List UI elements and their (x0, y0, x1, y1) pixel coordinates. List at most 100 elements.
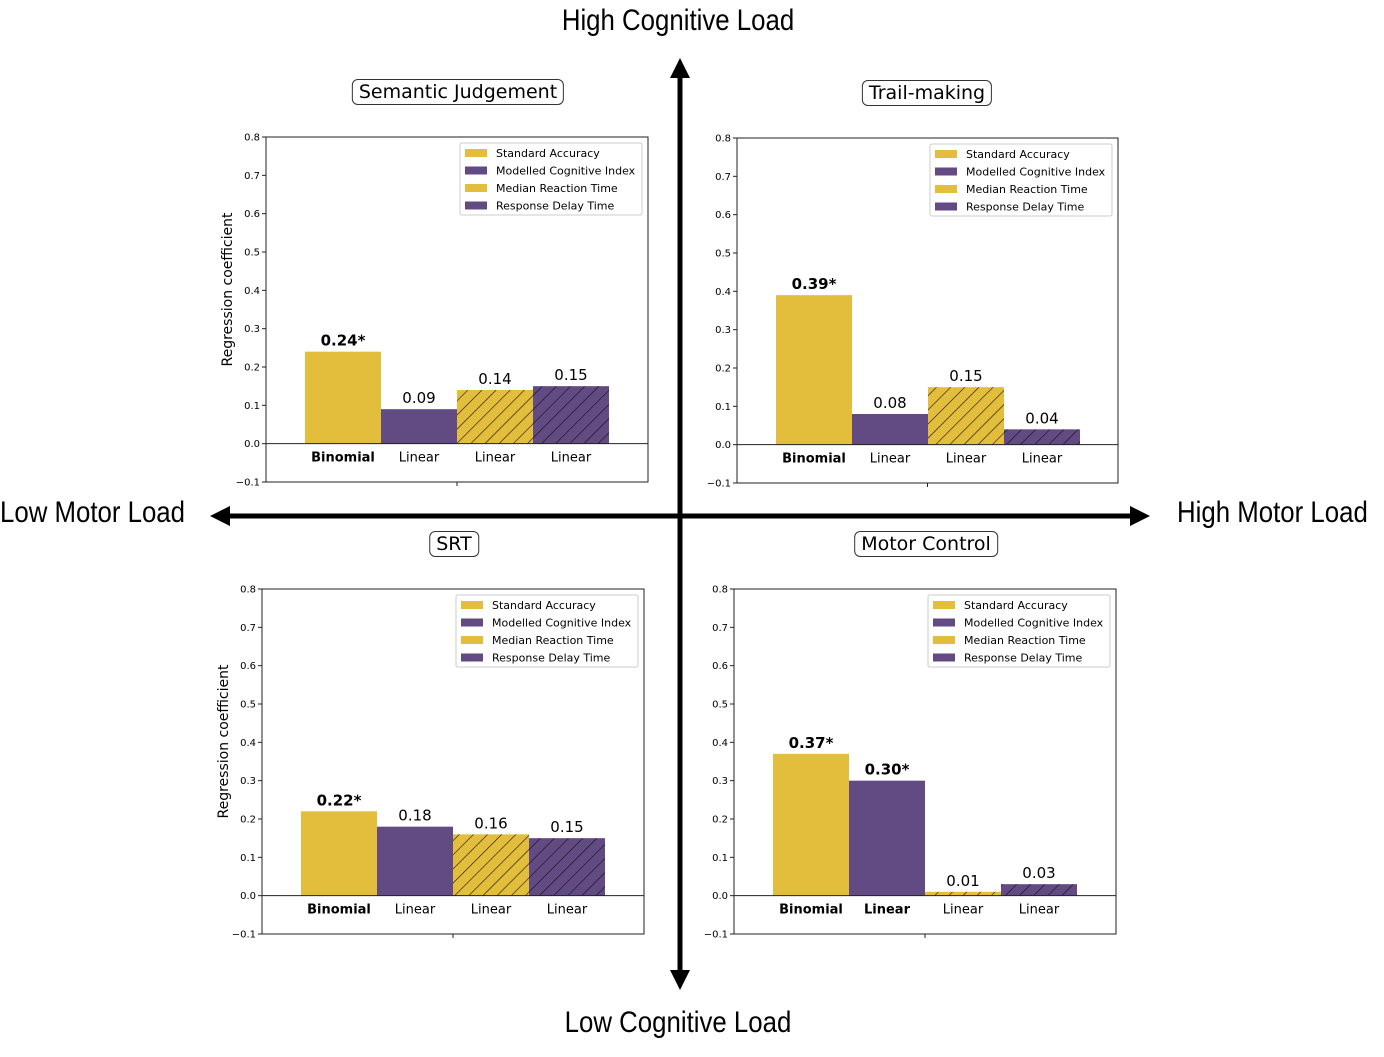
legend-item: Standard Accuracy (966, 148, 1070, 161)
legend: Standard Accuracy Modelled Cognitive Inde… (927, 594, 1111, 668)
legend-swatch (465, 184, 487, 192)
bar-standard-accuracy (773, 753, 849, 896)
bar-value-label: 0.09 (402, 389, 435, 407)
y-tick-label: 0.3 (244, 324, 260, 335)
legend-item: Response Delay Time (496, 200, 615, 213)
bar-median-reaction-time (457, 390, 533, 444)
category-label: Linear (399, 451, 440, 466)
legend-item: Response Delay Time (964, 652, 1083, 665)
bar-value-label: 0.24* (321, 332, 366, 350)
bar-modelled-cognitive-index (852, 414, 928, 445)
category-label: Linear (870, 452, 911, 467)
y-tick-label: 0.6 (244, 209, 260, 220)
bar-value-label: 0.18 (398, 807, 431, 825)
category-label: Linear (864, 903, 911, 918)
y-tick-label: 0.8 (715, 134, 731, 145)
bar-value-label: 0.30* (865, 761, 910, 779)
chart-motor-control: 0.8 0.7 0.6 0.5 0.4 0.3 0.2 0.1 0.0 −0.1 0.37* Bino… (704, 585, 1117, 941)
legend-swatch (461, 618, 483, 627)
bar-value-label: 0.15 (550, 818, 583, 836)
y-tick-label: 0.7 (244, 171, 260, 182)
category-label: Linear (471, 903, 512, 918)
y-tick-label: 0.1 (715, 402, 731, 413)
bar-median-reaction-time (928, 387, 1004, 445)
bar-modelled-cognitive-index (849, 780, 925, 896)
legend-box (927, 594, 1111, 668)
y-tick-label: 0.0 (712, 891, 728, 902)
y-axis-label: Regression coefficient (220, 212, 236, 367)
y-tick-label: 0.3 (240, 776, 256, 787)
legend-swatch (933, 636, 955, 644)
bar-value-label: 0.04 (1025, 409, 1058, 427)
low-cognitive-load-label: Low Cognitive Load (564, 1006, 792, 1039)
legend-item: Standard Accuracy (964, 599, 1068, 612)
legend-item: Modelled Cognitive Index (964, 617, 1104, 630)
legend-swatch (465, 201, 487, 210)
y-axis-label: Regression coefficient (216, 664, 232, 819)
legend-item: Median Reaction Time (492, 634, 614, 647)
y-tick-label: 0.8 (240, 585, 256, 596)
legend-swatch (935, 185, 957, 193)
bar-response-delay-time (529, 838, 605, 896)
legend-item: Median Reaction Time (496, 182, 618, 195)
bar-standard-accuracy (301, 811, 377, 896)
y-tick-label: 0.4 (240, 738, 256, 749)
y-tick-label: 0.6 (715, 210, 731, 221)
legend-item: Modelled Cognitive Index (492, 617, 632, 630)
chart-trail-making: 0.8 0.7 0.6 0.5 0.4 0.3 0.2 0.1 0.0 −0.1 0.39* Bino… (707, 134, 1119, 490)
bar-value-label: 0.15 (949, 367, 982, 385)
category-label: Linear (946, 452, 987, 467)
legend-swatch (933, 601, 955, 609)
y-tick-label: 0.0 (240, 891, 256, 902)
y-tick-label: 0.8 (244, 133, 260, 144)
y-tick-label: 0.1 (712, 853, 728, 864)
y-tick-label: 0.3 (715, 325, 731, 336)
bar-value-label: 0.08 (873, 394, 906, 412)
bar-median-reaction-time (453, 834, 529, 896)
chart-semantic-judgement: 0.8 0.7 0.6 0.5 0.4 0.3 0.2 0.1 0.0 −0.1 Regressio… (220, 133, 649, 489)
y-tick-label: −0.1 (707, 479, 731, 490)
category-label: Linear (395, 903, 436, 918)
legend-swatch (465, 166, 487, 175)
category-label: Linear (943, 903, 984, 918)
low-motor-load-label: Low Motor Load (0, 496, 186, 529)
legend-item: Response Delay Time (966, 201, 1085, 214)
bar-value-label: 0.22* (317, 791, 362, 809)
high-cognitive-load-label: High Cognitive Load (561, 4, 795, 37)
y-tick-label: 0.2 (712, 815, 728, 826)
legend-item: Standard Accuracy (492, 599, 596, 612)
y-tick-label: 0.1 (240, 853, 256, 864)
bar-response-delay-time (1004, 429, 1080, 445)
y-tick-label: 0.7 (715, 172, 731, 183)
legend-item: Modelled Cognitive Index (966, 166, 1106, 179)
category-label: Linear (1019, 903, 1060, 918)
legend-item: Median Reaction Time (964, 634, 1086, 647)
bar-value-label: 0.39* (792, 275, 837, 293)
category-label: Linear (551, 451, 592, 466)
y-tick-label: 0.1 (244, 401, 260, 412)
bar-response-delay-time (1001, 884, 1077, 896)
y-tick-label: −0.1 (232, 930, 256, 941)
y-tick-label: 0.6 (240, 661, 256, 672)
bar-value-label: 0.37* (789, 734, 834, 752)
y-tick-label: 0.2 (244, 363, 260, 374)
legend-swatch (461, 636, 483, 644)
legend-swatch (935, 167, 957, 176)
category-label: Binomial (311, 451, 375, 466)
legend-box (455, 594, 639, 668)
category-label: Linear (475, 451, 516, 466)
y-tick-label: −0.1 (236, 478, 260, 489)
y-tick-label: 0.0 (244, 439, 260, 450)
legend-swatch (465, 149, 487, 157)
panel-title-motor-control: Motor Control (854, 531, 998, 557)
legend: Standard Accuracy Modelled Cognitive Inde… (455, 594, 639, 668)
panel-title-trail-making: Trail-making (861, 80, 993, 106)
y-tick-label: 0.3 (712, 776, 728, 787)
bar-value-label: 0.14 (478, 370, 511, 388)
legend-item: Median Reaction Time (966, 183, 1088, 196)
panel-title-semantic-judgement: Semantic Judgement (351, 79, 565, 105)
y-tick-label: 0.6 (712, 661, 728, 672)
y-tick-label: 0.7 (712, 623, 728, 634)
legend-swatch (933, 653, 955, 662)
